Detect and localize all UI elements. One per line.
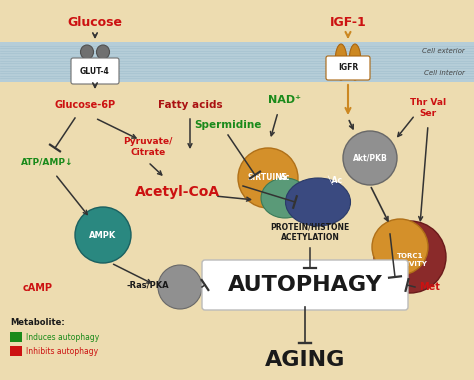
Text: Induces autophagy: Induces autophagy	[26, 332, 99, 342]
Circle shape	[75, 207, 131, 263]
Ellipse shape	[81, 65, 93, 79]
Text: Inhibits autophagy: Inhibits autophagy	[26, 347, 98, 356]
Ellipse shape	[285, 178, 350, 226]
Circle shape	[374, 221, 446, 293]
Text: cAMP: cAMP	[23, 283, 53, 293]
Text: AUTOPHAGY: AUTOPHAGY	[228, 275, 383, 295]
Text: ╲Ac: ╲Ac	[328, 175, 343, 185]
Text: Glucose: Glucose	[67, 16, 122, 28]
Text: Met: Met	[419, 282, 440, 292]
Text: TORC1
ACTIVITY: TORC1 ACTIVITY	[392, 253, 428, 266]
Circle shape	[372, 219, 428, 275]
Text: Cell interior: Cell interior	[424, 70, 465, 76]
Ellipse shape	[335, 44, 347, 80]
Text: Pyruvate/
Citrate: Pyruvate/ Citrate	[123, 137, 173, 157]
Bar	[10, 346, 22, 356]
Text: AMPK: AMPK	[90, 231, 117, 239]
Text: IGFR: IGFR	[338, 63, 358, 73]
FancyBboxPatch shape	[71, 58, 119, 84]
Text: IGF-1: IGF-1	[329, 16, 366, 28]
Text: GLUT-4: GLUT-4	[80, 66, 110, 76]
Text: AGING: AGING	[265, 350, 345, 370]
Ellipse shape	[97, 65, 109, 79]
Circle shape	[343, 131, 397, 185]
Circle shape	[158, 265, 202, 309]
Text: Metabolite:: Metabolite:	[10, 318, 65, 327]
Text: Glucose-6P: Glucose-6P	[55, 100, 116, 110]
Text: PROTEIN/HISTONE
ACETYLATION: PROTEIN/HISTONE ACETYLATION	[270, 222, 350, 242]
Text: Cell exterior: Cell exterior	[422, 48, 465, 54]
Text: Fatty acids: Fatty acids	[158, 100, 222, 110]
Text: -Ras/PKA: -Ras/PKA	[127, 280, 169, 290]
Text: ATP/AMP↓: ATP/AMP↓	[21, 157, 73, 166]
Ellipse shape	[97, 45, 109, 59]
Text: NAD⁺: NAD⁺	[268, 95, 301, 105]
Text: Akt/PKB: Akt/PKB	[353, 154, 387, 163]
Ellipse shape	[261, 178, 309, 218]
Bar	[10, 332, 22, 342]
Text: Ac: Ac	[280, 174, 290, 182]
Text: Spermidine: Spermidine	[194, 120, 262, 130]
Bar	[0, 42, 474, 82]
Text: Acetyl-CoA: Acetyl-CoA	[136, 185, 220, 199]
FancyBboxPatch shape	[326, 56, 370, 80]
Circle shape	[238, 148, 298, 208]
Ellipse shape	[81, 45, 93, 59]
Ellipse shape	[349, 44, 361, 80]
Text: Thr Val
Ser: Thr Val Ser	[410, 98, 446, 118]
Text: SIRTUINS: SIRTUINS	[248, 174, 288, 182]
FancyBboxPatch shape	[202, 260, 408, 310]
